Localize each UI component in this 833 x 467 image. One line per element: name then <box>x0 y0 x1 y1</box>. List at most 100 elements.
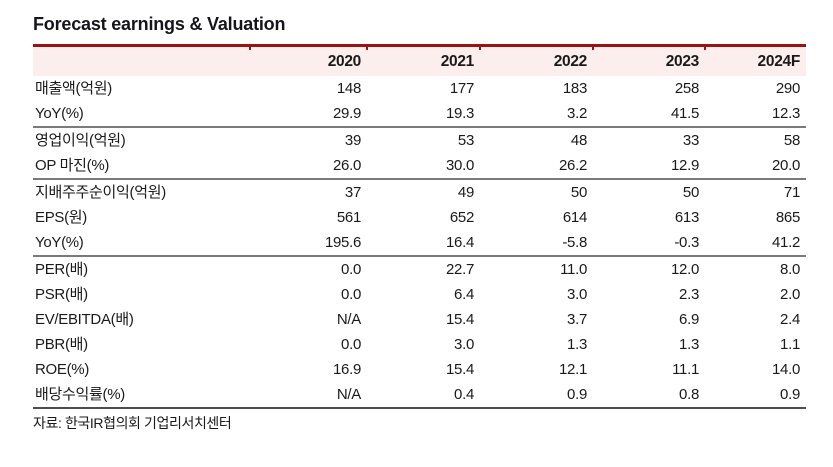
row-value: 195.6 <box>250 230 367 257</box>
row-value: 49 <box>457 184 474 201</box>
row-value: 41.2 <box>705 230 806 257</box>
table-row: 매출액(억원) 148 177 183 258 290 <box>33 76 806 101</box>
table-row: EV/EBITDA(배) N/A 15.4 3.7 6.9 2.4 <box>33 307 806 332</box>
row-value: 26.0 <box>250 153 367 180</box>
row-value: 16.9 <box>333 361 361 378</box>
row-value: 50 <box>682 184 699 201</box>
table-row: PBR(배) 0.0 3.0 1.3 1.3 1.1 <box>33 332 806 357</box>
row-value: -0.3 <box>593 230 705 257</box>
forecast-table-wrap: 2020 2021 2022 2023 2024F 매출액(억원) 148 177 1… <box>33 44 806 409</box>
row-value: 613 <box>674 209 699 226</box>
row-value: N/A <box>336 311 361 328</box>
row-value: 1.3 <box>679 336 699 353</box>
row-value: 33 <box>682 132 699 149</box>
row-label: 배당수익률(%) <box>33 382 250 409</box>
forecast-table: 2020 2021 2022 2023 2024F 매출액(억원) 148 177 1… <box>33 47 806 409</box>
row-value: 12.3 <box>705 101 806 128</box>
row-value: 8.0 <box>780 261 800 278</box>
row-value: 258 <box>674 80 699 97</box>
row-value: 11.1 <box>672 361 699 378</box>
row-label: EPS(원) <box>35 209 88 226</box>
row-value: 6.4 <box>454 286 474 303</box>
row-value: 0.9 <box>480 382 593 409</box>
row-value: 290 <box>775 80 800 97</box>
table-row: PSR(배) 0.0 6.4 3.0 2.3 2.0 <box>33 282 806 307</box>
row-label: YoY(%) <box>33 230 250 257</box>
row-value: 1.1 <box>780 336 800 353</box>
row-value: 148 <box>336 80 361 97</box>
row-label: ROE(%) <box>35 361 90 378</box>
row-value: 3.7 <box>567 311 587 328</box>
header-cell-label <box>33 47 250 76</box>
row-value: 22.7 <box>446 261 474 278</box>
table-row: PER(배) 0.0 22.7 11.0 12.0 8.0 <box>33 256 806 282</box>
row-value: 37 <box>344 184 361 201</box>
source-note: 자료: 한국IR협의회 기업리서치센터 <box>33 415 232 431</box>
row-value: N/A <box>250 382 367 409</box>
row-value: 50 <box>570 184 587 201</box>
row-value: 11.0 <box>560 261 587 278</box>
row-label: PBR(배) <box>35 336 88 353</box>
row-label: 영업이익(억원) <box>35 132 126 149</box>
row-value: 865 <box>775 209 800 226</box>
row-value: 41.5 <box>593 101 705 128</box>
row-value: 30.0 <box>367 153 480 180</box>
table-row: OP 마진(%) 26.0 30.0 26.2 12.9 20.0 <box>33 153 806 180</box>
row-value: 12.9 <box>593 153 705 180</box>
row-value: 177 <box>449 80 474 97</box>
header-cell-2020: 2020 <box>250 47 367 76</box>
row-value: 26.2 <box>480 153 593 180</box>
row-value: 0.9 <box>705 382 806 409</box>
row-value: 14.0 <box>772 361 800 378</box>
table-row: 지배주주순이익(억원) 37 49 50 50 71 <box>33 179 806 205</box>
header-row: 2020 2021 2022 2023 2024F <box>33 47 806 76</box>
table-row: YoY(%) 195.6 16.4 -5.8 -0.3 41.2 <box>33 230 806 257</box>
row-value: 16.4 <box>367 230 480 257</box>
header-cell-2022: 2022 <box>480 47 593 76</box>
row-value: 652 <box>449 209 474 226</box>
row-value: 53 <box>457 132 474 149</box>
row-label: 매출액(억원) <box>35 80 112 97</box>
table-body: 매출액(억원) 148 177 183 258 290 YoY(%) 29.9 19.3 3.2 4… <box>33 76 806 409</box>
row-value: 0.8 <box>593 382 705 409</box>
row-label: PER(배) <box>35 261 88 278</box>
column-tick <box>249 47 251 50</box>
row-value: 15.4 <box>446 361 474 378</box>
row-value: 20.0 <box>705 153 806 180</box>
row-value: 12.1 <box>559 361 587 378</box>
column-tick <box>366 47 368 50</box>
header-cell-2023: 2023 <box>593 47 705 76</box>
page-title: Forecast earnings & Valuation <box>33 14 286 34</box>
row-value: 2.0 <box>780 286 800 303</box>
table-row: EPS(원) 561 652 614 613 865 <box>33 205 806 230</box>
row-value: 12.0 <box>671 261 699 278</box>
row-value: 48 <box>570 132 587 149</box>
row-value: 614 <box>562 209 587 226</box>
row-value: 0.4 <box>367 382 480 409</box>
row-label: YoY(%) <box>33 101 250 128</box>
row-value: 3.0 <box>567 286 587 303</box>
row-label: 지배주주순이익(억원) <box>35 184 166 201</box>
row-value: 29.9 <box>250 101 367 128</box>
row-label: EV/EBITDA(배) <box>35 311 134 328</box>
row-value: 1.3 <box>567 336 587 353</box>
row-value: 19.3 <box>367 101 480 128</box>
table-row: 영업이익(억원) 39 53 48 33 58 <box>33 127 806 153</box>
row-value: 0.0 <box>341 286 361 303</box>
row-value: 561 <box>336 209 361 226</box>
report-page: Forecast earnings & Valuation 2020 2021 <box>33 14 806 431</box>
row-value: 0.0 <box>341 336 361 353</box>
row-value: 2.4 <box>780 311 800 328</box>
table-row: ROE(%) 16.9 15.4 12.1 11.1 14.0 <box>33 357 806 382</box>
row-value: 2.3 <box>679 286 699 303</box>
row-value: 0.0 <box>341 261 361 278</box>
row-label: OP 마진(%) <box>33 153 250 180</box>
row-label: PSR(배) <box>35 286 88 303</box>
row-value: 39 <box>344 132 361 149</box>
column-tick <box>592 47 594 50</box>
row-value: 183 <box>562 80 587 97</box>
row-value: 3.0 <box>454 336 474 353</box>
row-value: 15.4 <box>446 311 474 328</box>
row-value: 6.9 <box>679 311 699 328</box>
table-row: YoY(%) 29.9 19.3 3.2 41.5 12.3 <box>33 101 806 128</box>
